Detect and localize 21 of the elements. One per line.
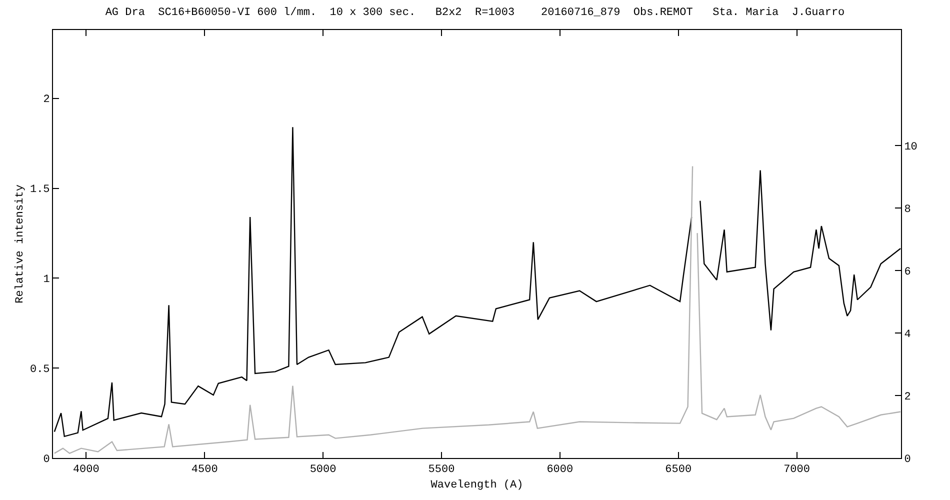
y-tick-label: 1 [43, 274, 50, 286]
y-axis-title: Relative intensity [14, 184, 27, 304]
y2-tick-label: 10 [904, 141, 918, 154]
x-tick-label: 6000 [546, 464, 574, 476]
y2-tick-label: 0 [904, 454, 911, 466]
y2-tick-label: 2 [904, 391, 911, 404]
x-tick-label: 4500 [191, 464, 218, 476]
x-tick-label: 7000 [784, 464, 810, 476]
y2-tick-label: 4 [904, 328, 912, 341]
x-axis-title: Wavelength (A) [430, 479, 524, 492]
y-tick-label: 2 [43, 94, 50, 106]
x-tick-label: 5500 [428, 464, 455, 476]
x-tick-label: 4000 [72, 464, 100, 476]
y-tick-label: 0.5 [30, 364, 50, 376]
y2-tick-label: 8 [904, 204, 911, 216]
x-tick-label: 6500 [665, 464, 692, 476]
y-tick-label: 0 [43, 454, 50, 466]
y2-tick-label: 6 [904, 266, 911, 278]
x-tick-label: 5000 [310, 464, 336, 476]
y-tick-label: 1.5 [30, 184, 50, 196]
chart-title: AG Dra SC16+B60050-VI 600 l/mm. 10 x 300 sec. B2x2 R=1003 20160716_879 Obs.REMOT Sta. Maria J.Guarro [105, 7, 845, 20]
